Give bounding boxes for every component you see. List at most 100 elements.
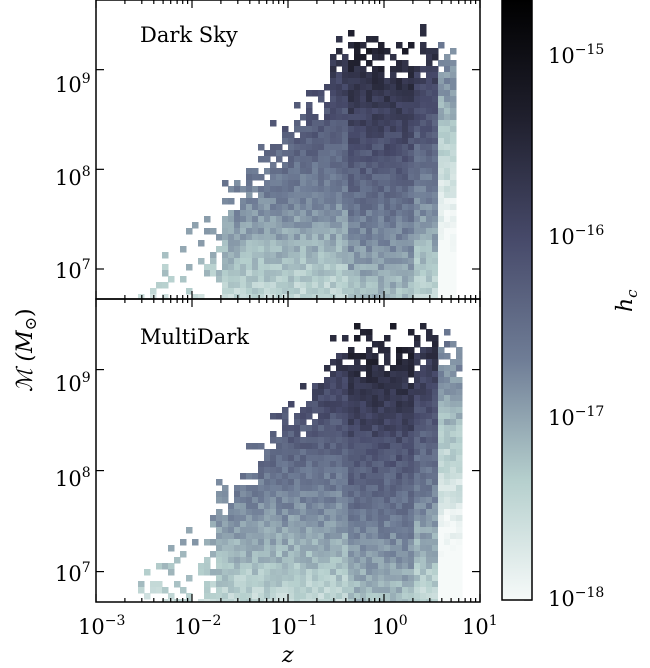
heatmap-cell bbox=[354, 66, 361, 73]
heatmap-cell bbox=[288, 587, 295, 594]
heatmap-cell bbox=[456, 431, 463, 438]
heatmap-cell bbox=[282, 563, 289, 570]
heatmap-cell bbox=[180, 246, 187, 253]
heatmap-cell bbox=[330, 371, 337, 378]
heatmap-cell bbox=[318, 581, 325, 588]
heatmap-cell bbox=[318, 270, 325, 277]
heatmap-cell bbox=[444, 503, 451, 510]
heatmap-cell bbox=[426, 461, 433, 468]
heatmap-cell bbox=[342, 234, 349, 241]
heatmap-cell bbox=[348, 144, 355, 151]
heatmap-cell bbox=[366, 545, 373, 552]
heatmap-cell bbox=[264, 234, 271, 241]
heatmap-cell bbox=[426, 144, 433, 151]
heatmap-cell bbox=[282, 192, 289, 199]
heatmap-cell bbox=[456, 557, 463, 564]
heatmap-cell bbox=[360, 353, 367, 360]
heatmap-cell bbox=[390, 96, 397, 103]
heatmap-cell bbox=[432, 222, 439, 229]
heatmap-cell bbox=[438, 108, 445, 115]
heatmap-cell bbox=[258, 210, 265, 217]
heatmap-cell bbox=[372, 479, 379, 486]
heatmap-cell bbox=[348, 521, 355, 528]
heatmap-cell bbox=[420, 258, 427, 265]
heatmap-cell bbox=[426, 198, 433, 205]
heatmap-cell bbox=[390, 461, 397, 468]
heatmap-cell bbox=[258, 228, 265, 235]
heatmap-cell bbox=[414, 276, 421, 283]
heatmap-cell bbox=[408, 551, 415, 558]
heatmap-cell bbox=[390, 581, 397, 588]
heatmap-cell bbox=[300, 126, 307, 133]
heatmap-cell bbox=[288, 198, 295, 205]
heatmap-cell bbox=[354, 162, 361, 169]
heatmap-cell bbox=[330, 198, 337, 205]
heatmap-cell bbox=[294, 587, 301, 594]
heatmap-cell bbox=[246, 270, 253, 277]
heatmap-cell bbox=[366, 222, 373, 229]
heatmap-cell bbox=[312, 521, 319, 528]
heatmap-cell bbox=[246, 557, 253, 564]
heatmap-cell bbox=[222, 497, 229, 504]
heatmap-cell bbox=[246, 491, 253, 498]
heatmap-cell bbox=[366, 78, 373, 85]
heatmap-cell bbox=[312, 198, 319, 205]
heatmap-cell bbox=[414, 527, 421, 534]
heatmap-cell bbox=[408, 347, 415, 354]
heatmap-cell bbox=[396, 132, 403, 139]
heatmap-cell bbox=[366, 425, 373, 432]
heatmap-cell bbox=[318, 419, 325, 426]
heatmap-cell bbox=[348, 186, 355, 193]
heatmap-cell bbox=[438, 569, 445, 576]
heatmap-cell bbox=[450, 527, 457, 534]
heatmap-cell bbox=[438, 276, 445, 283]
heatmap-cell bbox=[372, 264, 379, 271]
heatmap-cell bbox=[444, 383, 451, 390]
heatmap-cell bbox=[354, 389, 361, 396]
heatmap-cell bbox=[360, 395, 367, 402]
heatmap-cell bbox=[306, 527, 313, 534]
heatmap-cell bbox=[408, 509, 415, 516]
heatmap-cell bbox=[306, 90, 313, 97]
heatmap-cell bbox=[240, 557, 247, 564]
heatmap-cell bbox=[252, 246, 259, 253]
heatmap-cell bbox=[378, 222, 385, 229]
heatmap-cell bbox=[342, 78, 349, 85]
heatmap-cell bbox=[390, 162, 397, 169]
heatmap-cell bbox=[270, 449, 277, 456]
heatmap-cell bbox=[330, 60, 337, 67]
heatmap-cell bbox=[342, 533, 349, 540]
heatmap-cell bbox=[234, 276, 241, 283]
heatmap-cell bbox=[420, 383, 427, 390]
heatmap-cell bbox=[240, 258, 247, 265]
heatmap-cell bbox=[336, 198, 343, 205]
heatmap-cell bbox=[324, 246, 331, 253]
heatmap-cell bbox=[384, 210, 391, 217]
heatmap-cell bbox=[372, 497, 379, 504]
heatmap-cell bbox=[426, 258, 433, 265]
heatmap-cell bbox=[270, 186, 277, 193]
heatmap-cell bbox=[372, 78, 379, 85]
heatmap-cell bbox=[408, 294, 415, 299]
heatmap-cell bbox=[210, 264, 217, 271]
heatmap-cell bbox=[360, 138, 367, 145]
heatmap-cell bbox=[240, 186, 247, 193]
heatmap-cell bbox=[390, 198, 397, 205]
heatmap-cell bbox=[348, 30, 355, 37]
heatmap-cell bbox=[246, 515, 253, 522]
heatmap-cell bbox=[342, 365, 349, 372]
heatmap-cell bbox=[408, 365, 415, 372]
heatmap-cell bbox=[276, 240, 283, 247]
heatmap-cell bbox=[450, 599, 457, 602]
heatmap-cell bbox=[354, 593, 361, 600]
heatmap-cell bbox=[354, 96, 361, 103]
heatmap-cell bbox=[336, 48, 343, 55]
heatmap-cell bbox=[378, 473, 385, 480]
heatmap-cell bbox=[318, 186, 325, 193]
heatmap-cell bbox=[414, 341, 421, 348]
heatmap-cell bbox=[282, 228, 289, 235]
heatmap-cell bbox=[354, 497, 361, 504]
heatmap-cell bbox=[318, 395, 325, 402]
heatmap-cell bbox=[252, 551, 259, 558]
heatmap-cell bbox=[432, 246, 439, 253]
